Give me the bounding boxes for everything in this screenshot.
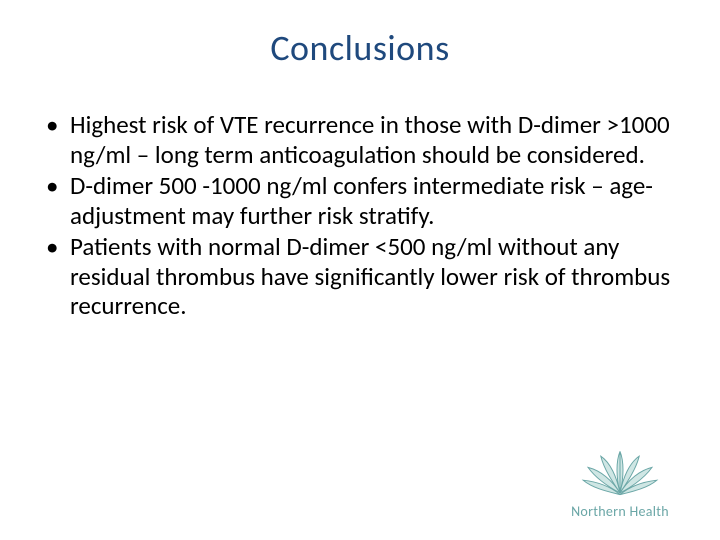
bullet-text: Patients with normal D-dimer <500 ng/ml … [70,231,670,321]
logo: Northern Health [540,445,700,520]
logo-text: Northern Health [540,503,700,520]
bullet-text: D-dimer 500 -1000 ng/ml confers intermed… [70,170,653,231]
slide-title: Conclusions [0,0,720,70]
bullet-item: D-dimer 500 -1000 ng/ml confers intermed… [44,171,676,230]
bullet-item: Highest risk of VTE recurrence in those … [44,110,676,169]
bullet-text: Highest risk of VTE recurrence in those … [70,109,670,170]
bullet-item: Patients with normal D-dimer <500 ng/ml … [44,232,676,321]
lotus-icon [580,445,660,501]
slide: Conclusions Highest risk of VTE recurren… [0,0,720,540]
bullet-list: Highest risk of VTE recurrence in those … [44,110,676,321]
slide-body: Highest risk of VTE recurrence in those … [0,70,720,321]
